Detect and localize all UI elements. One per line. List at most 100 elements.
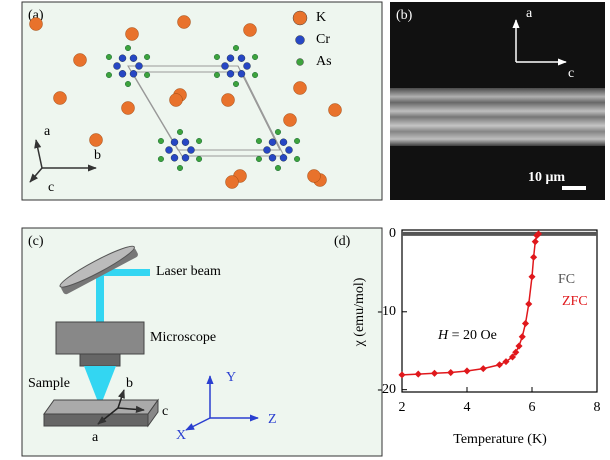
sample xyxy=(44,414,148,426)
axis-label: c xyxy=(162,404,168,419)
atom xyxy=(227,70,234,77)
atom xyxy=(256,138,262,144)
atom xyxy=(177,165,183,171)
atom xyxy=(171,139,178,146)
atom xyxy=(171,154,178,161)
atom xyxy=(106,54,112,60)
sample xyxy=(44,400,158,414)
atom xyxy=(158,138,164,144)
atom xyxy=(166,147,173,154)
data-point xyxy=(525,300,532,307)
atom xyxy=(269,154,276,161)
atom xyxy=(256,156,262,162)
scale-bar-label: 10 μm xyxy=(528,170,565,185)
atom xyxy=(280,154,287,161)
axis-label: a xyxy=(526,6,533,21)
axis-label: Y xyxy=(226,370,236,385)
annotation: H = 20 Oe xyxy=(437,328,497,343)
atom xyxy=(222,94,235,107)
panel-label: (d) xyxy=(334,234,351,249)
atom xyxy=(125,81,131,87)
y-tick-label: 0 xyxy=(389,226,396,241)
data-point xyxy=(515,343,522,350)
atom xyxy=(106,72,112,78)
atom xyxy=(122,102,135,115)
atom xyxy=(275,165,281,171)
atom xyxy=(182,139,189,146)
objective xyxy=(80,354,120,366)
panel-b: (b) a c 10 μm xyxy=(390,2,605,200)
legend-swatch xyxy=(293,11,307,25)
axis-label: a xyxy=(92,430,99,445)
atom xyxy=(226,176,239,189)
atom xyxy=(178,16,191,29)
panel-c: (c) Laser beam Microscope Sample b c a Y… xyxy=(22,228,382,456)
atom xyxy=(244,24,257,37)
axis-label: b xyxy=(94,148,101,163)
atom xyxy=(144,54,150,60)
series-line xyxy=(402,234,539,375)
atom xyxy=(188,147,195,154)
atom xyxy=(294,138,300,144)
y-tick-label: -20 xyxy=(377,382,396,397)
x-tick-label: 8 xyxy=(594,400,601,415)
atom xyxy=(233,81,239,87)
atom xyxy=(269,139,276,146)
x-tick-label: 2 xyxy=(399,400,406,415)
atom xyxy=(170,94,183,107)
atom xyxy=(329,104,342,117)
annotation-text: = 20 Oe xyxy=(452,328,497,343)
data-point xyxy=(519,333,526,340)
microscope xyxy=(56,322,144,354)
legend-swatch xyxy=(296,36,305,45)
axis-label: c xyxy=(48,180,54,195)
atom xyxy=(196,156,202,162)
atom xyxy=(294,156,300,162)
legend-swatch xyxy=(297,59,304,66)
label: Laser beam xyxy=(156,264,221,279)
atom xyxy=(294,82,307,95)
data-point xyxy=(530,254,537,261)
atom xyxy=(130,70,137,77)
atom xyxy=(126,28,139,41)
atom xyxy=(284,114,297,127)
x-tick-label: 4 xyxy=(464,400,471,415)
atom xyxy=(30,18,43,31)
legend-label: Cr xyxy=(316,32,330,47)
y-axis-label: χ (emu/mol) xyxy=(352,277,367,347)
data-point xyxy=(431,370,438,377)
axis-label: X xyxy=(176,428,186,443)
atom xyxy=(158,156,164,162)
atom xyxy=(252,54,258,60)
label: Microscope xyxy=(150,330,216,345)
atom xyxy=(233,45,239,51)
data-point xyxy=(528,273,535,280)
atom xyxy=(144,72,150,78)
atom xyxy=(280,139,287,146)
atom xyxy=(238,70,245,77)
data-point xyxy=(398,371,405,378)
legend-label: K xyxy=(316,10,326,25)
y-tick-label: -10 xyxy=(377,304,396,319)
axis-label: c xyxy=(568,66,574,81)
data-point xyxy=(496,361,503,368)
data-point xyxy=(463,367,470,374)
label: Sample xyxy=(28,376,70,391)
atom xyxy=(222,63,229,70)
panel-a: (a) a b c KCrAs xyxy=(22,2,382,200)
data-point xyxy=(522,320,529,327)
axis-label: b xyxy=(126,376,133,391)
data-point xyxy=(415,371,422,378)
legend-label: ZFC xyxy=(562,294,588,309)
data-point xyxy=(447,369,454,376)
atom xyxy=(54,92,67,105)
annotation-symbol: H xyxy=(437,328,449,343)
atom xyxy=(286,147,293,154)
atom xyxy=(74,54,87,67)
atom xyxy=(136,63,143,70)
atom xyxy=(182,154,189,161)
laser-beam xyxy=(96,275,104,323)
atom xyxy=(90,134,103,147)
atom xyxy=(214,54,220,60)
axis-label: a xyxy=(44,124,51,139)
